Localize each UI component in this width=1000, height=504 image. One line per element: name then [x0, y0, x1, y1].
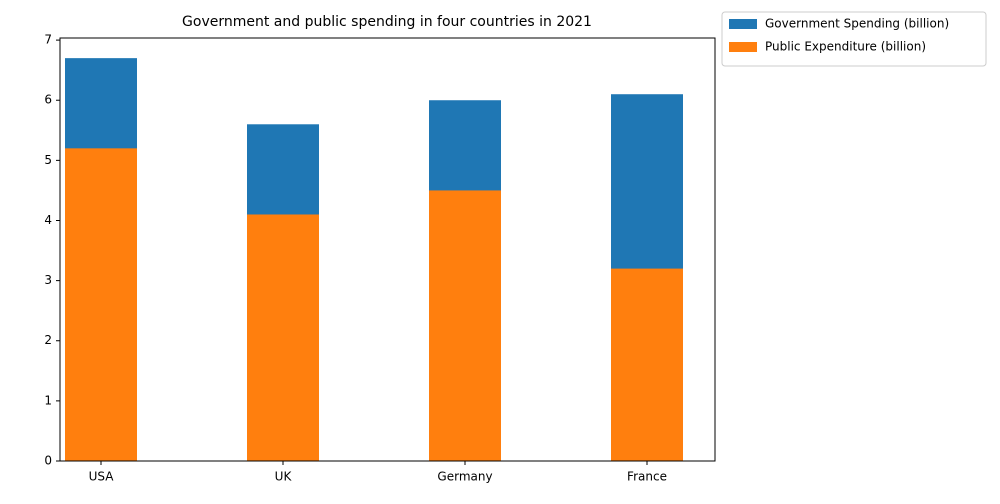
y-tick-label: 3 — [44, 273, 52, 287]
x-tick-label: France — [627, 470, 667, 484]
legend-swatch — [729, 42, 757, 52]
y-tick-label: 6 — [44, 93, 52, 107]
legend-label: Government Spending (billion) — [765, 17, 949, 31]
y-tick-label: 5 — [44, 153, 52, 167]
x-tick-label: Germany — [437, 470, 492, 484]
y-tick-label: 0 — [44, 454, 52, 468]
bar — [247, 214, 319, 461]
y-tick-label: 2 — [44, 333, 52, 347]
x-tick-label: USA — [89, 470, 115, 484]
legend-box — [721, 11, 987, 67]
y-tick-label: 1 — [44, 393, 52, 407]
y-tick-label: 7 — [44, 33, 52, 47]
axes-frame — [59, 37, 716, 462]
y-tick-label: 4 — [44, 213, 52, 227]
legend-swatch — [729, 19, 757, 29]
bar — [611, 268, 683, 461]
bar — [65, 148, 137, 461]
bar — [429, 190, 501, 461]
legend-label: Public Expenditure (billion) — [765, 40, 926, 54]
x-tick-label: UK — [275, 470, 293, 484]
chart-title: Government and public spending in four c… — [182, 14, 592, 30]
